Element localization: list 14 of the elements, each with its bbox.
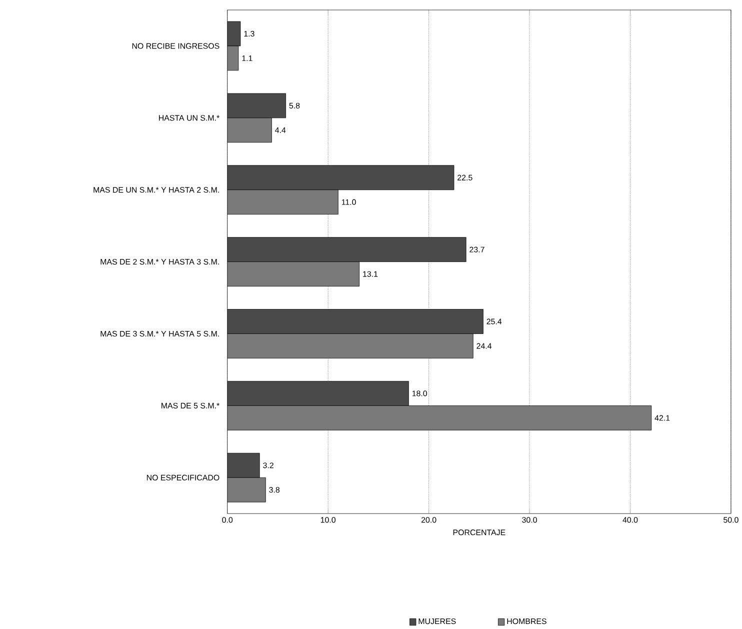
bar xyxy=(227,46,238,70)
bar xyxy=(227,21,240,46)
bar xyxy=(227,333,474,358)
bar xyxy=(227,236,466,262)
bar xyxy=(227,189,338,214)
bar xyxy=(227,452,260,478)
bar xyxy=(227,477,266,502)
bar xyxy=(227,261,360,286)
bar xyxy=(227,164,454,190)
bar xyxy=(227,380,409,406)
bar xyxy=(227,93,286,118)
bar xyxy=(227,117,272,142)
bar xyxy=(227,405,652,430)
bar xyxy=(227,308,484,334)
